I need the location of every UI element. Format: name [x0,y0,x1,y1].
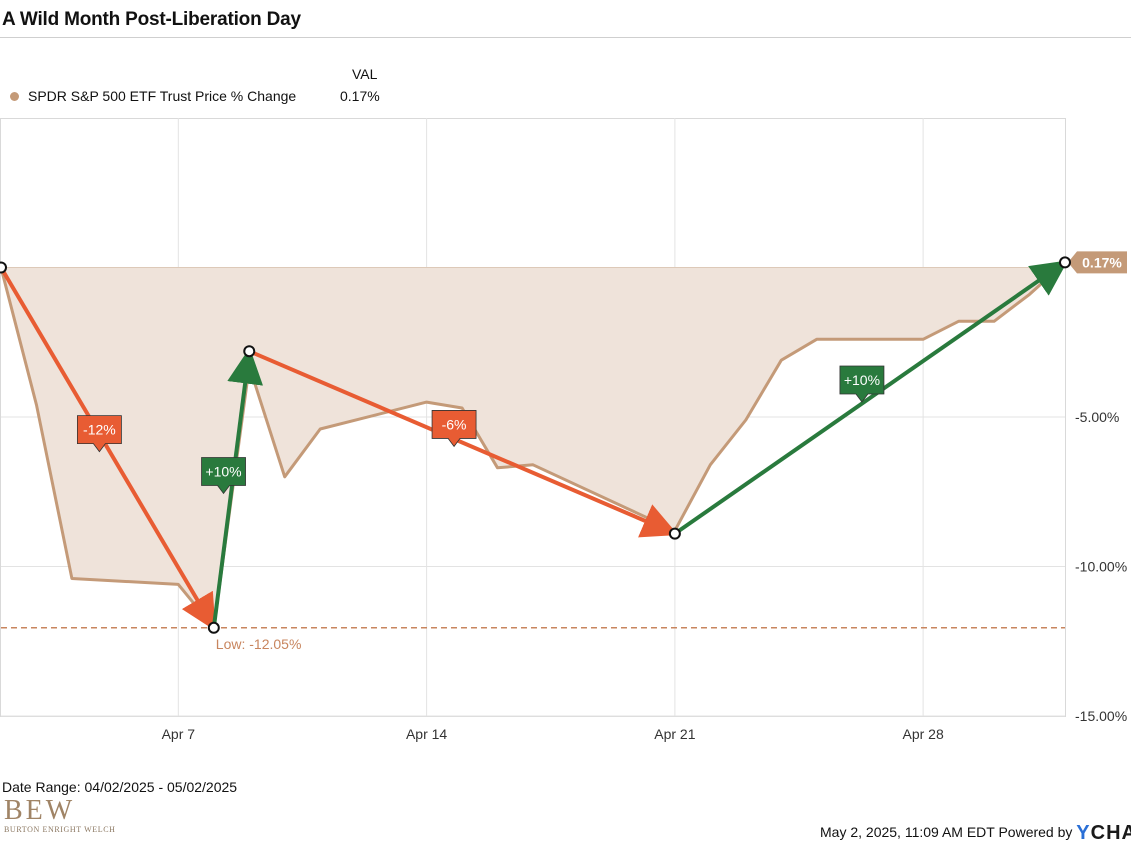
annotation-point-7 [1059,256,1071,269]
series-area [0,261,1067,630]
x-tick-label-0: Apr 7 [162,726,196,742]
low-line-label: Low: -12.05% [216,636,302,652]
annotation-arrow-2 [248,349,679,538]
low-reference: Low: -12.05% 0.17% [1,251,1127,652]
legend-column-header: VAL [352,66,378,82]
annotation-point-3 [243,345,256,358]
series-area-fill [1,262,1065,628]
x-axis-ticks: Apr 7 Apr 14 Apr 21 Apr 28 [162,726,944,742]
annotation-badge-text-1: +10% [205,464,241,480]
annotation-badge-bg-1 [201,457,246,495]
annotation-point-0 [0,261,7,274]
legend-item-label: SPDR S&P 500 ETF Trust Price % Change [28,88,297,104]
x-tick-label-3: Apr 28 [903,726,944,742]
annotation-badge-text-3: +10% [844,372,880,388]
chart-title: A Wild Month Post-Liberation Day [2,9,301,30]
last-value-tag: 0.17% [1068,251,1127,274]
legend-item[interactable]: SPDR S&P 500 ETF Trust Price % Change [10,88,296,104]
last-value-tag-text: 0.17% [1082,254,1122,270]
annotation-badge-bg-2 [431,410,477,448]
annotation-badge-text-2: -6% [442,416,467,432]
ycharts-logo[interactable]: YCHA [1076,822,1131,844]
y-axis-ticks: -5.00% -10.00% -15.00% [1075,409,1127,724]
last-value-tag-bg [1068,251,1127,274]
annotation-point-5 [668,527,681,540]
annotation-arrow-1 [211,347,263,629]
annotation-badge-0: -12% [77,415,122,453]
annotation-badge-3: +10% [839,365,885,403]
ycharts-logo-y: Y [1076,822,1091,844]
date-range-text: Date Range: 04/02/2025 - 05/02/2025 [2,779,238,795]
x-tick-label-2: Apr 21 [654,726,695,742]
logo-subtitle: BURTON ENRIGHT WELCH [4,825,116,834]
annotation-badge-bg-0 [77,415,122,453]
annotation-arrow-0 [0,266,216,631]
ycharts-logo-text: CHA [1090,822,1131,844]
y-tick-label-0: -5.00% [1075,409,1119,425]
annotation-arrows: -12% +10% -6% +10% [0,256,1071,634]
annotation-badge-1: +10% [201,457,246,495]
timestamp-text: May 2, 2025, 11:09 AM EDT Powered by [820,824,1073,840]
title-divider [0,37,1131,38]
legend-marker-dot [10,91,19,101]
company-logo: BEW BURTON ENRIGHT WELCH [4,795,116,835]
y-tick-label-1: -10.00% [1075,559,1127,575]
annotation-badge-bg-3 [839,365,885,403]
annotation-point-1 [207,621,220,634]
x-tick-label-1: Apr 14 [406,726,447,742]
legend-item-value: 0.17% [340,88,380,104]
footer-timestamp: May 2, 2025, 11:09 AM EDT Powered by YCH… [820,822,1131,845]
annotation-arrow-3 [673,260,1068,536]
annotation-badge-text-0: -12% [83,422,116,438]
annotation-badge-2: -6% [431,410,477,448]
y-tick-label-2: -15.00% [1075,708,1127,724]
logo-mark: BEW [4,795,76,826]
